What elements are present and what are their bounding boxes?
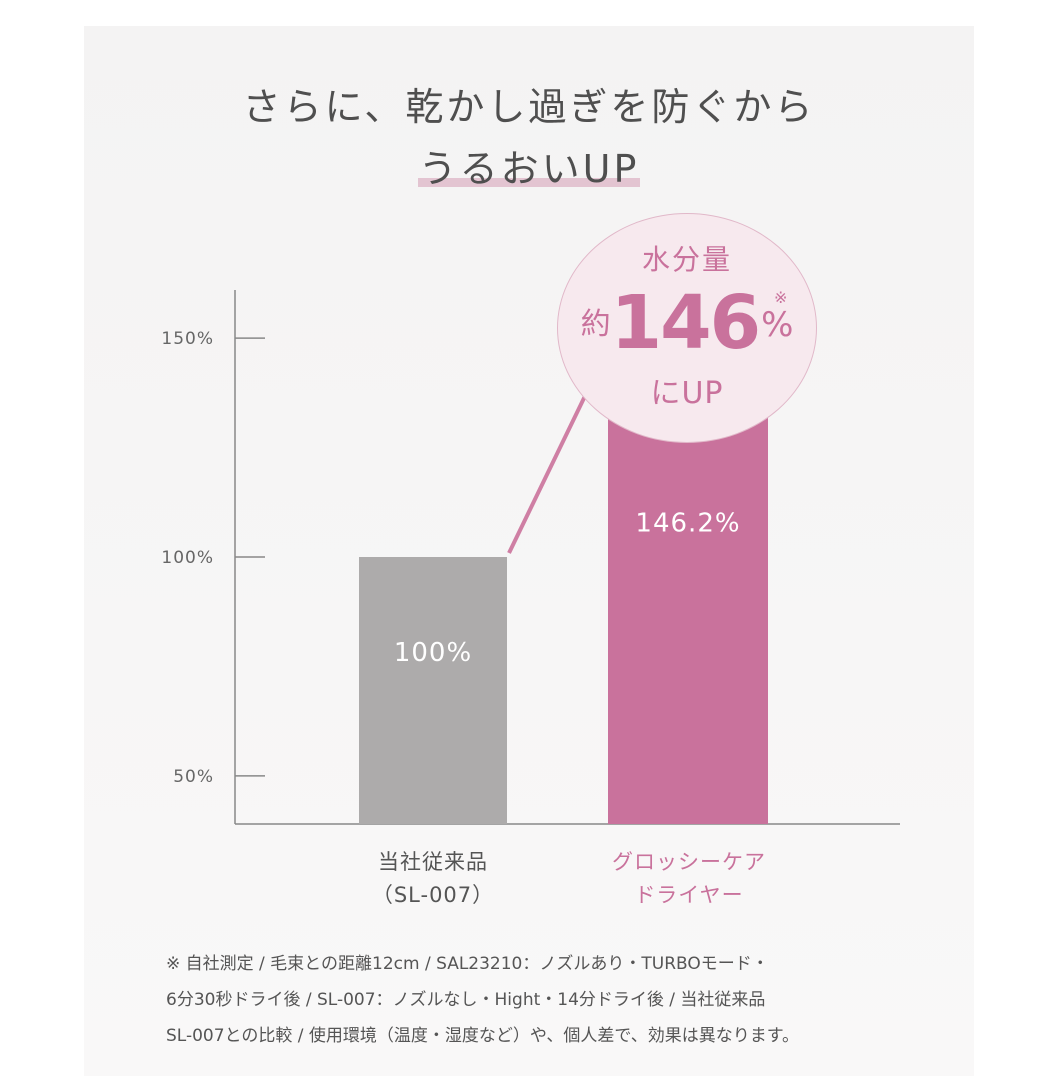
footnote-line: ※ 自社測定 / 毛束との距離12cm / SAL23210：ノズルあり・TUR… bbox=[166, 954, 769, 974]
category-label-conventional: 当社従来品 （SL-007） bbox=[313, 846, 553, 912]
callout-line-1: 水分量 bbox=[641, 243, 732, 276]
footnote-line: SL-007との比較 / 使用環境（温度・湿度など）や、個人差で、効果は異なりま… bbox=[166, 1026, 800, 1046]
headline-line-2: うるおいUP bbox=[0, 138, 1058, 193]
y-tick-label: 150% bbox=[161, 329, 214, 349]
headline-underline bbox=[418, 178, 640, 187]
bar-value-label: 100% bbox=[394, 638, 472, 668]
footnote: ※ 自社測定 / 毛束との距離12cm / SAL23210：ノズルあり・TUR… bbox=[166, 946, 926, 1054]
callout-prefix: 約 bbox=[580, 307, 611, 342]
category-label-glossy-care: グロッシーケア ドライヤー bbox=[569, 846, 809, 912]
y-tick-label: 100% bbox=[161, 548, 214, 568]
bar-value-label: 146.2% bbox=[635, 509, 740, 539]
footnote-line: 6分30秒ドライ後 / SL-007：ノズルなし・Hight・14分ドライ後 /… bbox=[166, 990, 766, 1010]
y-tick-label: 50% bbox=[173, 767, 214, 787]
callout-note-mark: ※ bbox=[774, 288, 788, 307]
bar bbox=[359, 557, 507, 824]
callout-bubble: 水分量 約146% ※ にUP bbox=[557, 213, 817, 443]
growth-arrow bbox=[507, 377, 596, 554]
callout-unit: % bbox=[761, 305, 794, 345]
headline-line-1: さらに、乾かし過ぎを防ぐから bbox=[242, 85, 816, 129]
background-panel bbox=[84, 26, 974, 1076]
headline-line-2-text: うるおいUP bbox=[418, 147, 640, 191]
callout-main: 約146% bbox=[558, 280, 816, 366]
callout-line-3: にUP bbox=[650, 376, 724, 411]
category-label-line: （SL-007） bbox=[371, 883, 495, 907]
category-label-line: 当社従来品 bbox=[378, 850, 488, 874]
category-label-line: ドライヤー bbox=[634, 883, 744, 907]
category-label-line: グロッシーケア bbox=[612, 850, 766, 874]
callout-number: 146 bbox=[610, 280, 761, 366]
